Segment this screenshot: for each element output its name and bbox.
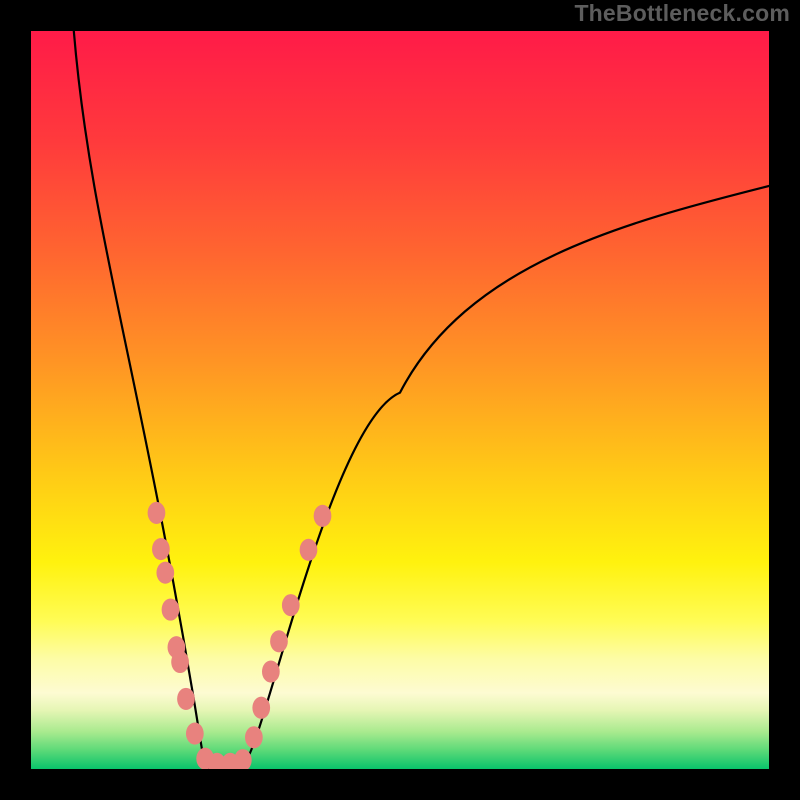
data-marker	[186, 723, 204, 745]
data-marker	[177, 688, 195, 710]
plot-area	[31, 31, 769, 769]
data-marker	[262, 661, 280, 683]
data-marker	[270, 630, 288, 652]
data-marker	[300, 539, 318, 561]
data-marker	[148, 502, 166, 524]
data-marker	[245, 726, 263, 748]
watermark-text: TheBottleneck.com	[574, 0, 790, 27]
data-marker	[252, 697, 270, 719]
chart-frame: TheBottleneck.com	[0, 0, 800, 800]
data-marker	[171, 651, 189, 673]
data-marker	[162, 599, 180, 621]
gradient-background	[31, 31, 769, 769]
data-marker	[282, 594, 300, 616]
data-marker	[314, 505, 332, 527]
data-marker	[152, 538, 170, 560]
data-marker	[156, 562, 174, 584]
